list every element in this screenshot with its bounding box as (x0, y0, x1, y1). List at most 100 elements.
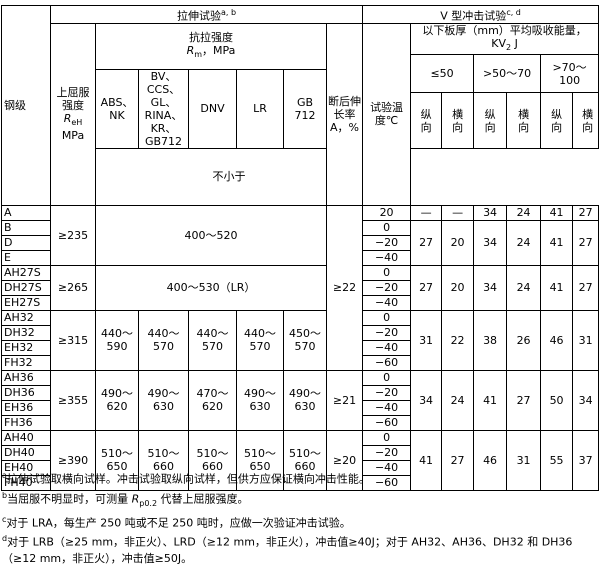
test-temp: −60 (362, 354, 412, 371)
impact-energy: 38 (473, 309, 508, 371)
symbol-sub: p0.2 (139, 498, 158, 508)
table-row: AH32 ≥315 440～590 440～570 440～570 440～570 450～… (1, 309, 600, 371)
test-temp: −20 (362, 384, 412, 401)
society-header: ABS、NK (95, 68, 139, 149)
footnote-mark: b (2, 490, 8, 500)
table-row: AH40 ≥390 510～650 510～660 510～660 510～650 510～… (1, 429, 600, 491)
yield: ≥265 (50, 264, 96, 311)
footnote-text: 拉伸试验取横向试样。冲击试验取纵向试样，但供方应保证横向冲击性能。 (6, 472, 370, 486)
thickness-header: ≤50 (410, 53, 475, 94)
society-header: DNV (188, 68, 237, 149)
impact-energy: 27 (410, 219, 443, 266)
impact-energy: 37 (572, 429, 600, 491)
symbol: R (131, 492, 140, 506)
tensile-strength: 450～570 (283, 309, 327, 371)
yield: ≥355 (50, 369, 96, 431)
tensile-strength: 510～650 (95, 429, 139, 491)
impact-energy: 24 (506, 219, 542, 266)
impact-energy: 34 (473, 219, 508, 266)
impact-energy: 46 (473, 429, 508, 491)
impact-energy: 34 (473, 264, 508, 311)
test-temp: −40 (362, 339, 412, 356)
impact-energy: 41 (540, 264, 574, 311)
grade: A (1, 204, 51, 221)
grade: DH36 (1, 384, 51, 401)
elongation: ≥21 (325, 369, 364, 431)
sub: 2 (506, 42, 512, 52)
symbol: R (63, 112, 72, 126)
tensile-strength: 510～660 (138, 429, 189, 491)
thickness-header: >70～100 (540, 53, 600, 94)
table-header: 钢级 拉伸试验a, b V 型冲击试验c, d 上屈服强度 ReH MPa 抗拉强度… (1, 5, 600, 206)
impact-energy: — (410, 204, 443, 221)
direction-header: 横向 (441, 92, 475, 149)
yield: ≥315 (50, 309, 96, 371)
footnote-mark: c (2, 514, 7, 524)
test-temp: −20 (362, 279, 412, 296)
impact-energy: 20 (441, 264, 475, 311)
grade: AH40 (1, 429, 51, 446)
grade: AH36 (1, 369, 51, 386)
direction-header: 纵向 (410, 92, 443, 149)
footnote-mark: d (2, 534, 8, 544)
impact-energy: 27 (572, 204, 600, 221)
unit: ℃ (385, 114, 399, 128)
unit: J (514, 36, 518, 50)
sub: m (194, 50, 203, 60)
society-header: BV、CCS、GL、RINA、KR、GB712 (138, 68, 189, 149)
society-header: LR (236, 68, 284, 149)
test-temp: −40 (362, 294, 412, 311)
grade: DH27S (1, 279, 51, 296)
footnote-mark: a (2, 471, 7, 480)
test-temp: −40 (362, 399, 412, 416)
symbol: R (186, 44, 195, 58)
label: 试验温度 (370, 101, 404, 128)
label: 断后伸长率 (328, 94, 362, 121)
grade: EH36 (1, 399, 51, 416)
impact-energy: 41 (410, 429, 443, 491)
tensile-strength: 490～630 (283, 369, 327, 431)
sub: eH (71, 118, 83, 128)
table-row: EH36 −40 (1, 399, 599, 416)
grade: EH27S (1, 294, 51, 311)
tensile-strength: 510～660 (283, 429, 327, 491)
impact-energy: 24 (441, 369, 475, 431)
test-temp: 0 (362, 309, 412, 326)
grade: FH32 (1, 354, 51, 371)
impact-energy: 41 (540, 204, 574, 221)
impact-energy: 27 (572, 264, 600, 311)
unit: A，% (330, 120, 360, 134)
page: 钢级 拉伸试验a, b V 型冲击试验c, d 上屈服强度 ReH MPa 抗拉强度… (1, 5, 600, 565)
thickness-header: >50～70 (473, 53, 542, 94)
tensile-strength: 510～660 (188, 429, 237, 491)
table-row: EH40 −40 (1, 459, 599, 476)
test-temp: 0 (362, 219, 412, 236)
footnote: d对于 LRB（≥25 mm，非正火）、LRD（≥12 mm，非正火），冲击值≥… (2, 531, 598, 567)
footnote-text: 对于 LRA，每生产 250 吨或不足 250 吨时，应做一次验证冲击试验。 (6, 516, 351, 530)
impact-energy: 20 (441, 219, 475, 266)
test-temp: −40 (362, 249, 412, 266)
table-row: FH40 −60 (1, 474, 599, 491)
tensile-strength: 510～650 (236, 429, 284, 491)
impact-energy: 50 (540, 369, 574, 431)
table-row: EH32 −40 (1, 339, 599, 356)
test-temp: −20 (362, 324, 412, 341)
test-temp-header: 试验温度℃ (362, 22, 412, 206)
note: c, d (506, 8, 521, 17)
minimum-label: 不小于 (94, 147, 364, 206)
grade: AH27S (1, 264, 51, 281)
footnote: a拉伸试验取横向试样。冲击试验取纵向试样，但供方应保证横向冲击性能。 (2, 468, 598, 488)
footnote-text: 对于 LRB（≥25 mm，非正火）、LRD（≥12 mm，非正火），冲击值≥4… (2, 535, 573, 565)
direction-header: 纵向 (540, 92, 574, 149)
unit: ，MPa (202, 44, 236, 58)
footnote-text: 当屈服不明显时，可测量 (7, 492, 132, 506)
table-row: DH27S −20 (1, 279, 599, 296)
note: a, b (220, 8, 237, 17)
spec-table: 钢级 拉伸试验a, b V 型冲击试验c, d 上屈服强度 ReH MPa 抗拉强度… (1, 5, 600, 491)
yield: ≥235 (50, 204, 96, 266)
impact-energy: 27 (506, 369, 542, 431)
grade: B (1, 219, 51, 236)
label: V 型冲击试验 (440, 9, 507, 23)
direction-header: 横向 (506, 92, 542, 149)
impact-energy: 26 (506, 309, 542, 371)
